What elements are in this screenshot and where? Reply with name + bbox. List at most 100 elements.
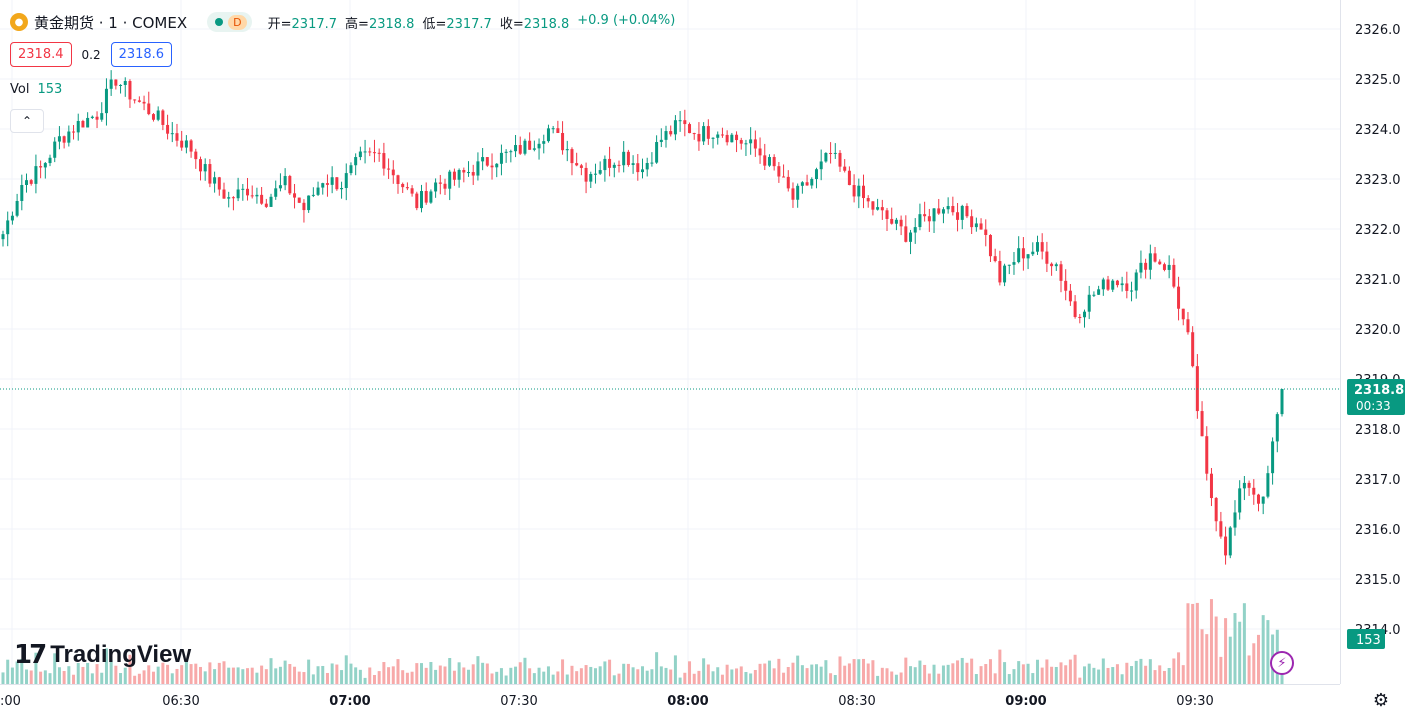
candle[interactable] [720,127,724,138]
candle[interactable] [1115,279,1119,288]
candle[interactable] [250,185,254,199]
buy-button[interactable]: 2318.6 [110,42,173,67]
candle[interactable] [476,152,480,181]
candle[interactable] [913,218,917,244]
candle[interactable] [739,137,743,150]
candle[interactable] [551,125,555,134]
symbol-title[interactable]: 黄金期货 · 1 · COMEX [34,13,188,32]
candle[interactable] [231,196,235,211]
candle[interactable] [100,102,104,122]
market-status-pill[interactable]: D [207,12,252,32]
candle[interactable] [467,161,471,177]
candle[interactable] [730,132,734,143]
candle[interactable] [330,166,334,194]
candle[interactable] [561,121,565,155]
candle[interactable] [697,122,701,151]
candle[interactable] [471,164,475,185]
candle[interactable] [184,135,188,154]
candle[interactable] [852,174,856,203]
candle[interactable] [39,160,43,179]
candle[interactable] [1130,281,1134,302]
candle[interactable] [706,119,710,145]
volume-label[interactable]: Vol [10,82,30,97]
candle[interactable] [264,198,268,209]
candle[interactable] [208,159,212,188]
candle[interactable] [1111,279,1115,293]
candle[interactable] [904,215,908,243]
candle[interactable] [692,132,696,140]
candle[interactable] [758,137,762,164]
candle[interactable] [946,197,950,214]
candle[interactable] [307,195,311,213]
candle[interactable] [434,178,438,198]
candle[interactable] [1050,262,1054,276]
candle[interactable] [819,149,823,181]
candle[interactable] [532,140,536,152]
candle[interactable] [918,203,922,231]
candle[interactable] [1054,262,1058,271]
candle[interactable] [965,203,969,219]
candle[interactable] [749,127,753,155]
candle[interactable] [1031,242,1035,257]
candle[interactable] [556,120,560,134]
candle[interactable] [876,198,880,211]
candle[interactable] [1247,480,1251,496]
time-axis[interactable]: :0006:3007:0007:3008:0008:3009:0009:3009… [0,684,1383,716]
candle[interactable] [95,111,99,129]
candle[interactable] [57,126,61,150]
candle[interactable] [1224,526,1228,565]
candle[interactable] [791,182,795,208]
candle[interactable] [123,77,127,97]
candle[interactable] [645,157,649,177]
candle[interactable] [970,209,974,234]
candle[interactable] [283,168,287,191]
candle[interactable] [744,139,748,157]
candle[interactable] [1035,235,1039,255]
candle[interactable] [90,115,94,120]
candle[interactable] [509,149,513,163]
candle[interactable] [1125,271,1129,299]
candle[interactable] [805,174,809,186]
candle[interactable] [462,167,466,183]
candle[interactable] [1205,426,1209,481]
candle[interactable] [833,143,837,159]
candle[interactable] [349,162,353,176]
candle[interactable] [796,183,800,208]
candle[interactable] [213,171,217,193]
candle[interactable] [655,135,659,164]
candle[interactable] [1153,246,1157,263]
candle[interactable] [203,158,207,181]
candle[interactable] [198,156,202,181]
gold-coin-icon[interactable]: ● [10,13,28,31]
candle[interactable] [885,207,889,232]
candle[interactable] [974,217,978,232]
candle[interactable] [260,186,264,205]
candle[interactable] [984,219,988,247]
candle[interactable] [993,248,997,263]
candle[interactable] [354,153,358,176]
candle[interactable] [246,177,250,201]
candle[interactable] [772,154,776,171]
candle[interactable] [603,155,607,182]
candle[interactable] [1040,233,1044,260]
candle[interactable] [288,174,292,195]
candle[interactable] [523,138,527,156]
candle[interactable] [217,176,221,196]
candle[interactable] [941,207,945,224]
candle[interactable] [391,160,395,184]
candle[interactable] [340,181,344,199]
candle[interactable] [565,140,569,162]
candle[interactable] [25,173,29,193]
candle[interactable] [20,174,24,211]
chart-pane[interactable] [0,0,1365,684]
candle[interactable] [1148,244,1152,280]
candle[interactable] [584,162,588,194]
candle[interactable] [998,250,1002,286]
candle[interactable] [786,170,790,192]
candle[interactable] [133,99,137,104]
candle[interactable] [504,149,508,163]
candle[interactable] [1007,264,1011,275]
candle[interactable] [608,146,612,177]
candle[interactable] [1214,496,1218,532]
candle[interactable] [34,154,38,194]
